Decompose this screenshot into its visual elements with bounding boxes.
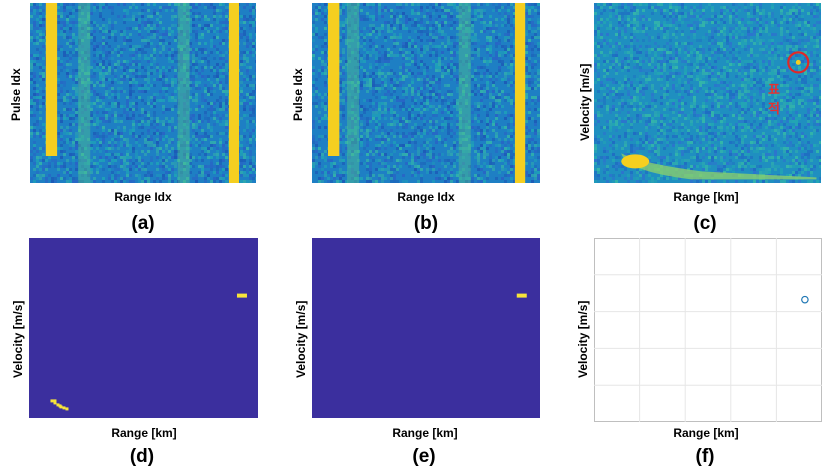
bright-column-0 [327,3,340,156]
noise-texture [312,3,540,183]
plot-f [594,238,822,422]
xlabel-f: Range [km] [673,426,739,440]
detection-0 [516,293,527,298]
xlabel-e: Range [km] [392,426,458,440]
plot-d [29,238,258,418]
scatter-point-0 [801,295,809,304]
ylabel-a: Pulse Idx [9,68,23,121]
tag-c: (c) [693,213,717,234]
tag-e: (e) [412,446,436,467]
target-annotation-label: 표적 [768,82,780,116]
ylabel-f: Velocity [m/s] [576,300,590,378]
target-circle-0 [787,51,810,74]
faint-column-0 [347,3,360,183]
xlabel-a: Range Idx [114,190,172,204]
detection-streak-1 [50,399,69,411]
faint-column-1 [177,3,190,183]
ylabel-d: Velocity [m/s] [11,300,25,378]
xlabel-b: Range Idx [397,190,455,204]
tag-b: (b) [413,213,439,234]
plot-c [594,3,821,183]
faint-column-0 [78,3,91,183]
axes-box [594,238,822,422]
plot-e [312,238,540,418]
ylabel-c: Velocity [m/s] [578,63,592,141]
clutter-streak [621,153,817,180]
tag-d: (d) [129,446,155,467]
xlabel-d: Range [km] [111,426,177,440]
xlabel-c: Range [km] [673,190,739,204]
plot-b [312,3,540,183]
mask-background [29,238,258,418]
plot-a [30,3,256,183]
detection-0 [236,293,247,298]
target-point-0 [795,59,801,65]
bright-column-1 [514,3,526,183]
ylabel-b: Pulse Idx [291,68,305,121]
tag-a: (a) [131,213,155,234]
bright-column-0 [45,3,58,156]
faint-column-1 [458,3,471,183]
clutter-peak [621,154,650,169]
mask-background [312,238,540,418]
bright-column-1 [228,3,240,183]
tag-f: (f) [695,446,715,467]
ylabel-e: Velocity [m/s] [294,300,308,378]
